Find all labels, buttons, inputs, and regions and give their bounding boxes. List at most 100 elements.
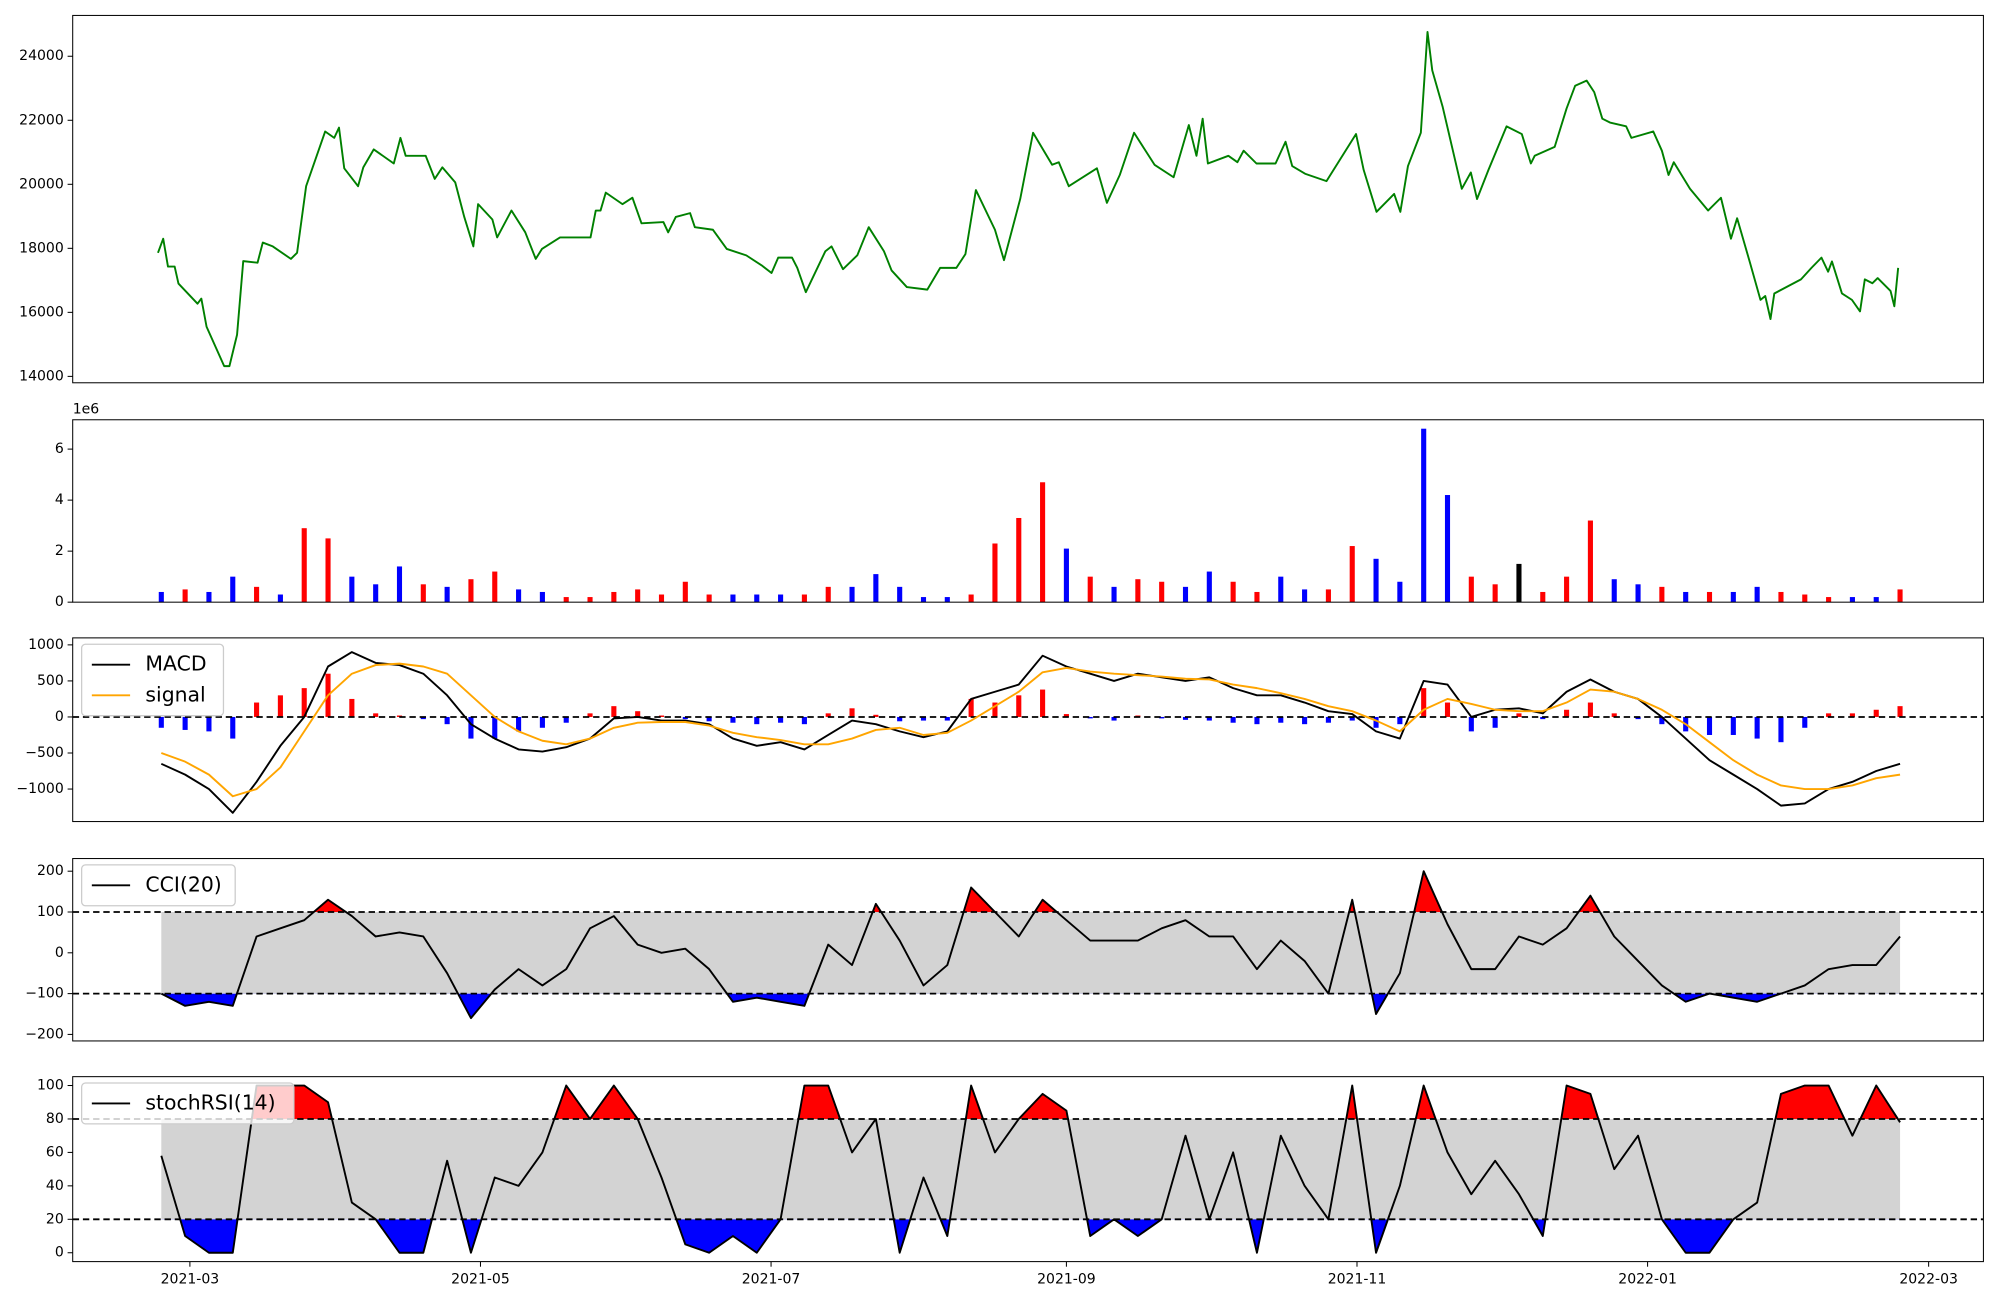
y-tick-label: −100 (25, 986, 64, 1002)
bar (754, 594, 760, 603)
bar (1373, 716, 1379, 728)
bar (635, 589, 641, 603)
bar (658, 594, 665, 603)
bar (420, 584, 426, 603)
bar (611, 706, 617, 717)
bar (1063, 548, 1069, 603)
y-tick-label: 20000 (19, 176, 64, 192)
bar (1873, 709, 1879, 717)
y-tick-label: 16000 (19, 304, 64, 320)
bar (1706, 591, 1713, 603)
bar (492, 716, 498, 739)
bar (1564, 576, 1570, 603)
bar (1516, 713, 1522, 717)
line (160, 870, 1901, 1020)
x-tick-label: 2022-01 (1618, 1271, 1677, 1287)
y-tick-label: 0 (55, 594, 64, 610)
bar (1182, 716, 1189, 720)
y-tick-label: 500 (37, 673, 64, 689)
bar (1587, 702, 1593, 717)
line (160, 651, 1901, 814)
bar (254, 702, 260, 717)
bar (1325, 589, 1331, 603)
bar (801, 716, 807, 725)
y-tick-label: 0 (55, 709, 64, 725)
y-tick-label: 14000 (19, 368, 64, 384)
bar (396, 566, 403, 603)
bar (539, 591, 545, 603)
bar (1135, 579, 1141, 603)
bar (1587, 520, 1593, 603)
bar (1516, 563, 1522, 603)
legend-label: signal (145, 682, 205, 706)
bar (539, 716, 545, 728)
bar (563, 597, 569, 603)
y-tick-label: 18000 (19, 240, 64, 256)
axes-frame (72, 858, 1984, 1042)
bar (1730, 716, 1736, 735)
panel: 14000 16000 18000 20000 22000 24000 (19, 14, 1984, 384)
bar (444, 586, 450, 603)
bar (873, 574, 879, 603)
bar (873, 714, 879, 717)
bar (182, 716, 188, 730)
panel: −200 −100 0 100 200 CCI(20) (25, 858, 1984, 1042)
bar (778, 594, 784, 603)
bar (1444, 495, 1451, 603)
bar (1611, 579, 1617, 603)
bar (1421, 688, 1427, 717)
bar (1492, 716, 1498, 728)
bar (1087, 576, 1093, 603)
bar (706, 716, 712, 722)
bar (1397, 716, 1403, 725)
bar (158, 591, 164, 603)
bar (1016, 517, 1022, 603)
y-tick-label: 4 (55, 492, 64, 508)
y-tick-label: 60 (46, 1144, 64, 1160)
legend-label: MACD (145, 652, 206, 676)
bar (158, 716, 164, 728)
x-tick-label: 2021-05 (451, 1271, 510, 1287)
bar (968, 594, 974, 603)
bar (1873, 597, 1879, 603)
y-tick-label: −200 (25, 1026, 64, 1042)
legend-label: CCI(20) (145, 872, 221, 896)
bar (516, 589, 522, 603)
y-tick-label: 22000 (19, 112, 64, 128)
bar (1302, 716, 1308, 725)
bar (944, 597, 950, 603)
bar (825, 586, 831, 603)
legend-box (80, 864, 236, 907)
panel: 0 2 4 6 1e6 (55, 402, 1984, 610)
bar (1802, 716, 1808, 728)
legend-box (80, 643, 225, 717)
bar (230, 576, 236, 603)
bar (373, 584, 379, 603)
bar (754, 716, 760, 725)
bar (730, 716, 736, 723)
bar (1635, 584, 1641, 603)
x-tick-label: 2021-03 (161, 1271, 220, 1287)
line (160, 662, 1901, 798)
bar (563, 716, 569, 723)
bar (944, 716, 950, 721)
bar (1206, 716, 1212, 721)
y-tick-label: 200 (37, 863, 64, 879)
bar (1444, 702, 1451, 717)
bar (1111, 586, 1117, 603)
bar (301, 528, 307, 603)
bar (444, 716, 450, 725)
bar (968, 698, 974, 717)
bar (706, 594, 712, 603)
bar (587, 597, 593, 603)
bar (1206, 571, 1212, 603)
bar (468, 579, 474, 603)
bar (1016, 695, 1022, 717)
bar (1159, 581, 1165, 603)
bar (635, 711, 641, 717)
axis-offset-label: 1e6 (73, 402, 100, 418)
bar (992, 543, 998, 603)
bar (801, 594, 807, 603)
bar (1849, 713, 1855, 717)
